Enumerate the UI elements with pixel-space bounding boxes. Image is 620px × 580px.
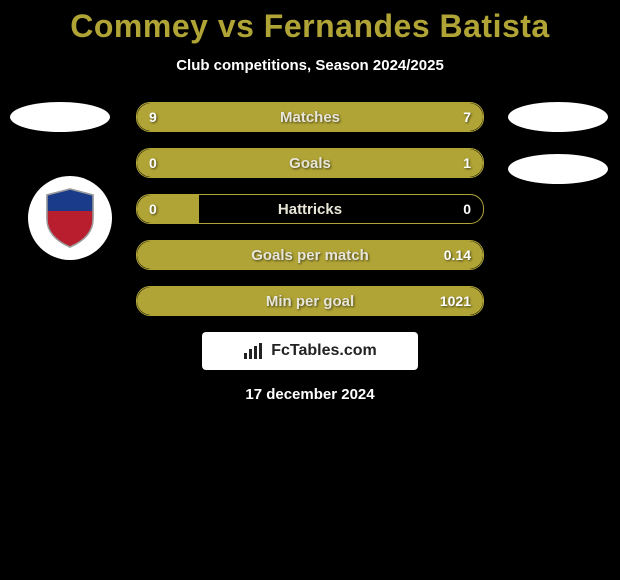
footer-brand-badge: FcTables.com bbox=[202, 332, 418, 370]
player-right-ellipse-1 bbox=[508, 102, 608, 132]
stat-value-right: 1021 bbox=[440, 287, 471, 315]
stat-row: 01Goals bbox=[136, 148, 484, 178]
stat-value-right: 7 bbox=[463, 103, 471, 131]
player-left-ellipse bbox=[10, 102, 110, 132]
club-shield-icon bbox=[43, 187, 97, 249]
stat-value-left: 0 bbox=[149, 195, 157, 223]
footer-brand-text: FcTables.com bbox=[271, 342, 377, 360]
bar-fill-right bbox=[199, 149, 483, 177]
bar-fill-left bbox=[137, 149, 199, 177]
stat-row: 00Hattricks bbox=[136, 194, 484, 224]
bar-fill bbox=[137, 103, 483, 131]
stat-row: 1021Min per goal bbox=[136, 286, 484, 316]
stat-value-left: 0 bbox=[149, 149, 157, 177]
stat-value-right: 1 bbox=[463, 149, 471, 177]
bar-fill bbox=[137, 241, 483, 269]
player-right-ellipse-2 bbox=[508, 154, 608, 184]
stat-value-right: 0 bbox=[463, 195, 471, 223]
comparison-date: 17 december 2024 bbox=[8, 386, 612, 403]
chart-icon bbox=[243, 342, 265, 360]
comparison-title: Commey vs Fernandes Batista bbox=[0, 0, 620, 45]
stats-bars: 97Matches01Goals00Hattricks0.14Goals per… bbox=[136, 102, 484, 316]
bar-fill-left bbox=[137, 195, 199, 223]
stat-row: 97Matches bbox=[136, 102, 484, 132]
bar-fill bbox=[137, 287, 483, 315]
stat-value-right: 0.14 bbox=[444, 241, 471, 269]
club-badge-left bbox=[28, 176, 112, 260]
stat-row: 0.14Goals per match bbox=[136, 240, 484, 270]
comparison-subtitle: Club competitions, Season 2024/2025 bbox=[0, 57, 620, 74]
comparison-content: 97Matches01Goals00Hattricks0.14Goals per… bbox=[0, 102, 620, 403]
stat-value-left: 9 bbox=[149, 103, 157, 131]
